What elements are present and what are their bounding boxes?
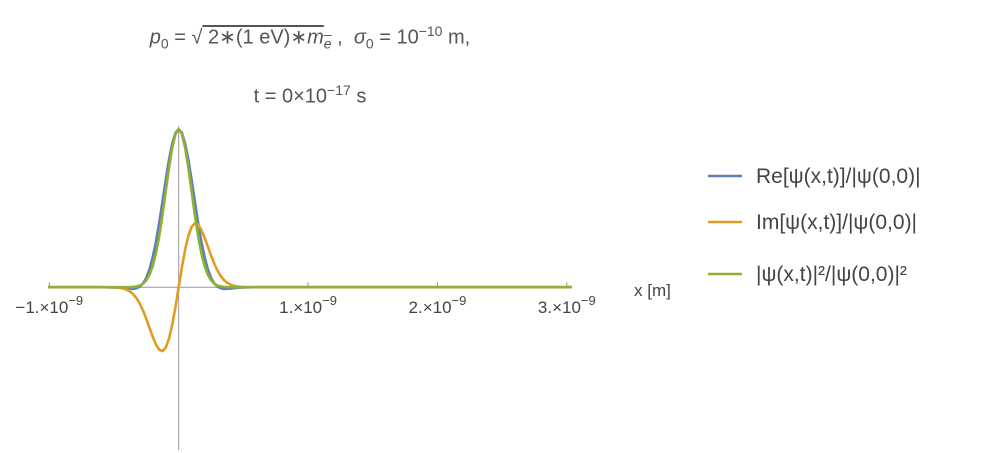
title-part: = 10 [373, 26, 419, 49]
x-tick-label-base: 3.×10 [538, 298, 581, 317]
title-part: 2∗(1 eV)∗ [202, 26, 308, 49]
x-tick-label-base: 1.×10 [279, 298, 322, 317]
x-tick-label-base: 2.×10 [409, 298, 452, 317]
title-part: −10 [418, 23, 443, 39]
chart-title: p0 = √ 2∗(1 eV)∗me , σ0 = 10−10 m, t = 0×… [0, 8, 620, 119]
title-part: √ [191, 26, 203, 49]
legend-label: |ψ(x,t)|²/|ψ(0,0)|² [756, 263, 907, 286]
x-tick-label: 1.×10−9 [279, 293, 337, 317]
title-part: 0 [365, 35, 374, 52]
x-tick-label: −1.×10−9 [15, 293, 83, 317]
legend-label: Im[ψ(x,t)]/|ψ(0,0)| [756, 211, 917, 234]
title-part: e [323, 35, 332, 52]
title-line: t = 0×10−17 s [0, 67, 620, 120]
x-tick-label-exponent: −9 [322, 293, 337, 308]
x-tick-label-exponent: −9 [452, 293, 467, 308]
title-part: t = 0×10 [253, 85, 328, 108]
x-tick-label: 2.×10−9 [409, 293, 467, 317]
series-line [48, 127, 572, 291]
title-part: , [331, 26, 354, 49]
title-part: m, [442, 26, 471, 49]
title-part: σ [353, 26, 366, 49]
title-part: = [168, 26, 192, 49]
x-tick-label-exponent: −9 [68, 293, 83, 308]
title-part: −17 [327, 81, 351, 98]
title-part: 0 [160, 35, 169, 52]
title-line: p0 = √ 2∗(1 eV)∗me , σ0 = 10−10 m, [0, 8, 620, 67]
title-part: m [307, 26, 324, 49]
x-tick-label-exponent: −9 [581, 293, 596, 308]
series-line [48, 127, 572, 289]
title-part: s [350, 85, 367, 108]
legend-label: Re[ψ(x,t)]/|ψ(0,0)| [756, 165, 921, 188]
x-axis-label: x [m] [634, 281, 671, 300]
title-part: p [149, 26, 161, 49]
x-tick-label: 3.×10−9 [538, 293, 596, 317]
x-tick-label-base: −1.×10 [15, 298, 68, 317]
